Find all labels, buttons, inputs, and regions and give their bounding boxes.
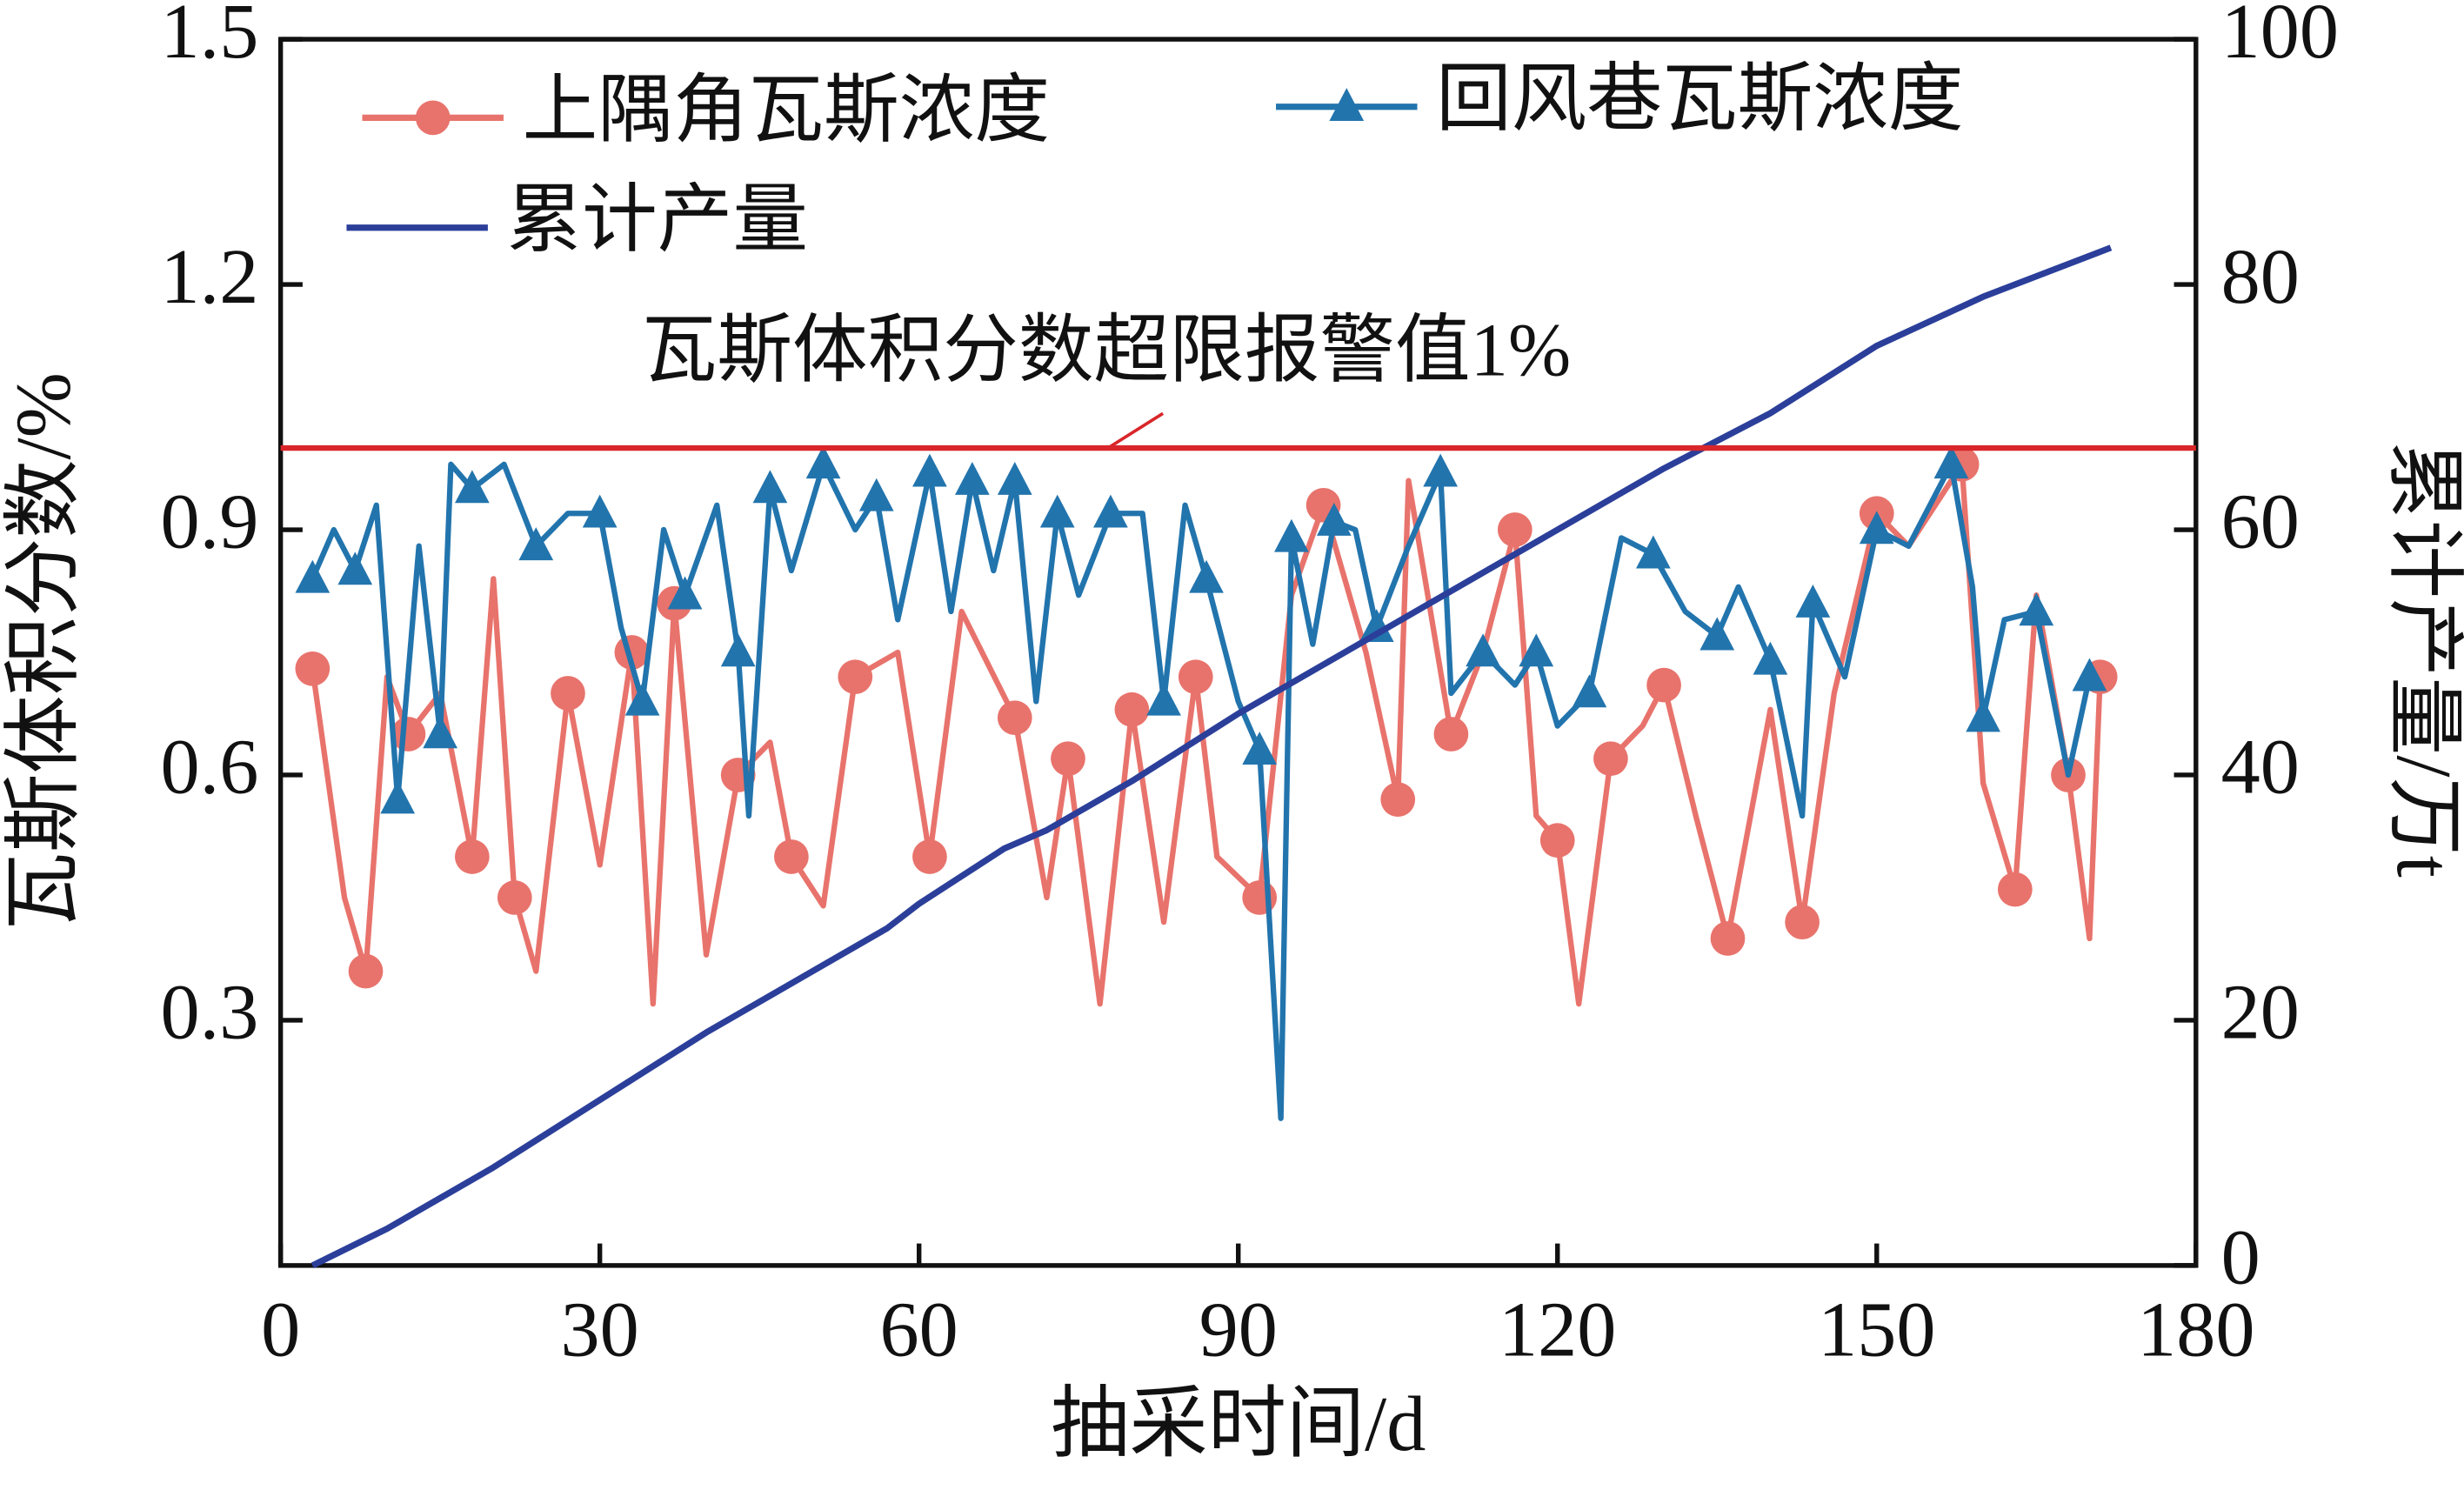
point: [1636, 535, 1671, 569]
point: [454, 839, 490, 874]
y2-tick-label: 100: [2221, 0, 2339, 75]
point: [348, 953, 384, 989]
point: [1316, 502, 1352, 536]
point: [805, 445, 841, 479]
legend-label: 上隅角瓦斯浓度: [523, 68, 1050, 151]
point: [1795, 584, 1831, 618]
point: [858, 478, 894, 511]
reference-label: 瓦斯体积分数超限报警值1%: [642, 308, 1571, 391]
point: [415, 100, 451, 136]
point: [1051, 741, 1085, 777]
point: [1189, 559, 1224, 593]
point: [1646, 667, 1681, 703]
point: [518, 527, 554, 561]
point: [1274, 518, 1309, 552]
point: [667, 576, 703, 610]
point: [1242, 880, 1278, 915]
point: [1433, 717, 1469, 752]
point: [912, 453, 947, 487]
x-tick-label: 0: [261, 1286, 300, 1373]
point: [1039, 494, 1075, 528]
point: [1114, 692, 1150, 727]
point: [1178, 659, 1213, 695]
x-tick-label: 120: [1499, 1286, 1616, 1373]
point: [380, 780, 416, 814]
point: [582, 494, 618, 528]
x-tick-label: 60: [880, 1286, 958, 1373]
legend-label: 累计产量: [507, 178, 809, 262]
point: [720, 633, 756, 667]
point: [1519, 633, 1554, 667]
point: [1423, 453, 1459, 487]
y2-tick-label: 60: [2221, 478, 2300, 565]
y2-tick-label: 80: [2221, 233, 2300, 320]
point: [1933, 445, 1969, 479]
y-tick-label: 1.5: [161, 0, 259, 75]
annotation-leader: [1106, 411, 1165, 450]
point: [752, 470, 788, 504]
point: [1359, 609, 1394, 643]
y2-tick-label: 0: [2221, 1214, 2260, 1301]
point: [391, 717, 426, 752]
point: [423, 715, 458, 749]
point: [1710, 921, 1746, 956]
point: [1329, 88, 1365, 121]
point: [551, 676, 585, 711]
point: [955, 461, 990, 495]
point: [997, 461, 1032, 495]
point: [1093, 494, 1128, 528]
point: [1572, 674, 1607, 708]
x-tick-label: 150: [1818, 1286, 1935, 1373]
point: [1753, 641, 1788, 675]
point: [912, 839, 947, 874]
y-tick-label: 0.3: [161, 969, 259, 1056]
point: [1593, 741, 1628, 777]
series-line: [311, 244, 2113, 1269]
point: [1146, 682, 1181, 716]
y2-tick-label: 40: [2221, 724, 2300, 811]
point: [454, 470, 490, 504]
point: [295, 559, 331, 593]
point: [1539, 823, 1575, 859]
point: [1242, 732, 1278, 765]
y-axis-label: 瓦斯体积分数/%: [0, 372, 87, 931]
point: [2019, 592, 2054, 626]
point: [1497, 512, 1532, 547]
point: [838, 659, 873, 695]
y2-tick-label: 20: [2221, 969, 2300, 1056]
x-tick-label: 180: [2137, 1286, 2254, 1373]
y-tick-label: 1.2: [161, 233, 259, 320]
point: [1997, 872, 2033, 907]
point: [624, 682, 660, 716]
point: [497, 880, 532, 915]
point: [997, 700, 1032, 736]
point: [774, 839, 809, 874]
point: [295, 651, 331, 686]
y-tick-label: 0.6: [161, 724, 259, 811]
point: [337, 551, 373, 585]
x-tick-label: 30: [561, 1286, 639, 1373]
point: [2072, 658, 2107, 692]
point: [1699, 617, 1735, 651]
point: [1785, 905, 1820, 940]
point: [1859, 511, 1894, 545]
legend-label: 回风巷瓦斯浓度: [1436, 57, 1963, 141]
point: [1380, 782, 1416, 818]
x-axis-label: 抽采时间/d: [1051, 1380, 1426, 1467]
y-tick-label: 0.9: [161, 478, 259, 565]
point: [1466, 633, 1500, 667]
x-tick-label: 90: [1199, 1286, 1278, 1373]
point: [1966, 698, 2000, 732]
y2-axis-label: 累计产量/万t: [2381, 441, 2464, 877]
